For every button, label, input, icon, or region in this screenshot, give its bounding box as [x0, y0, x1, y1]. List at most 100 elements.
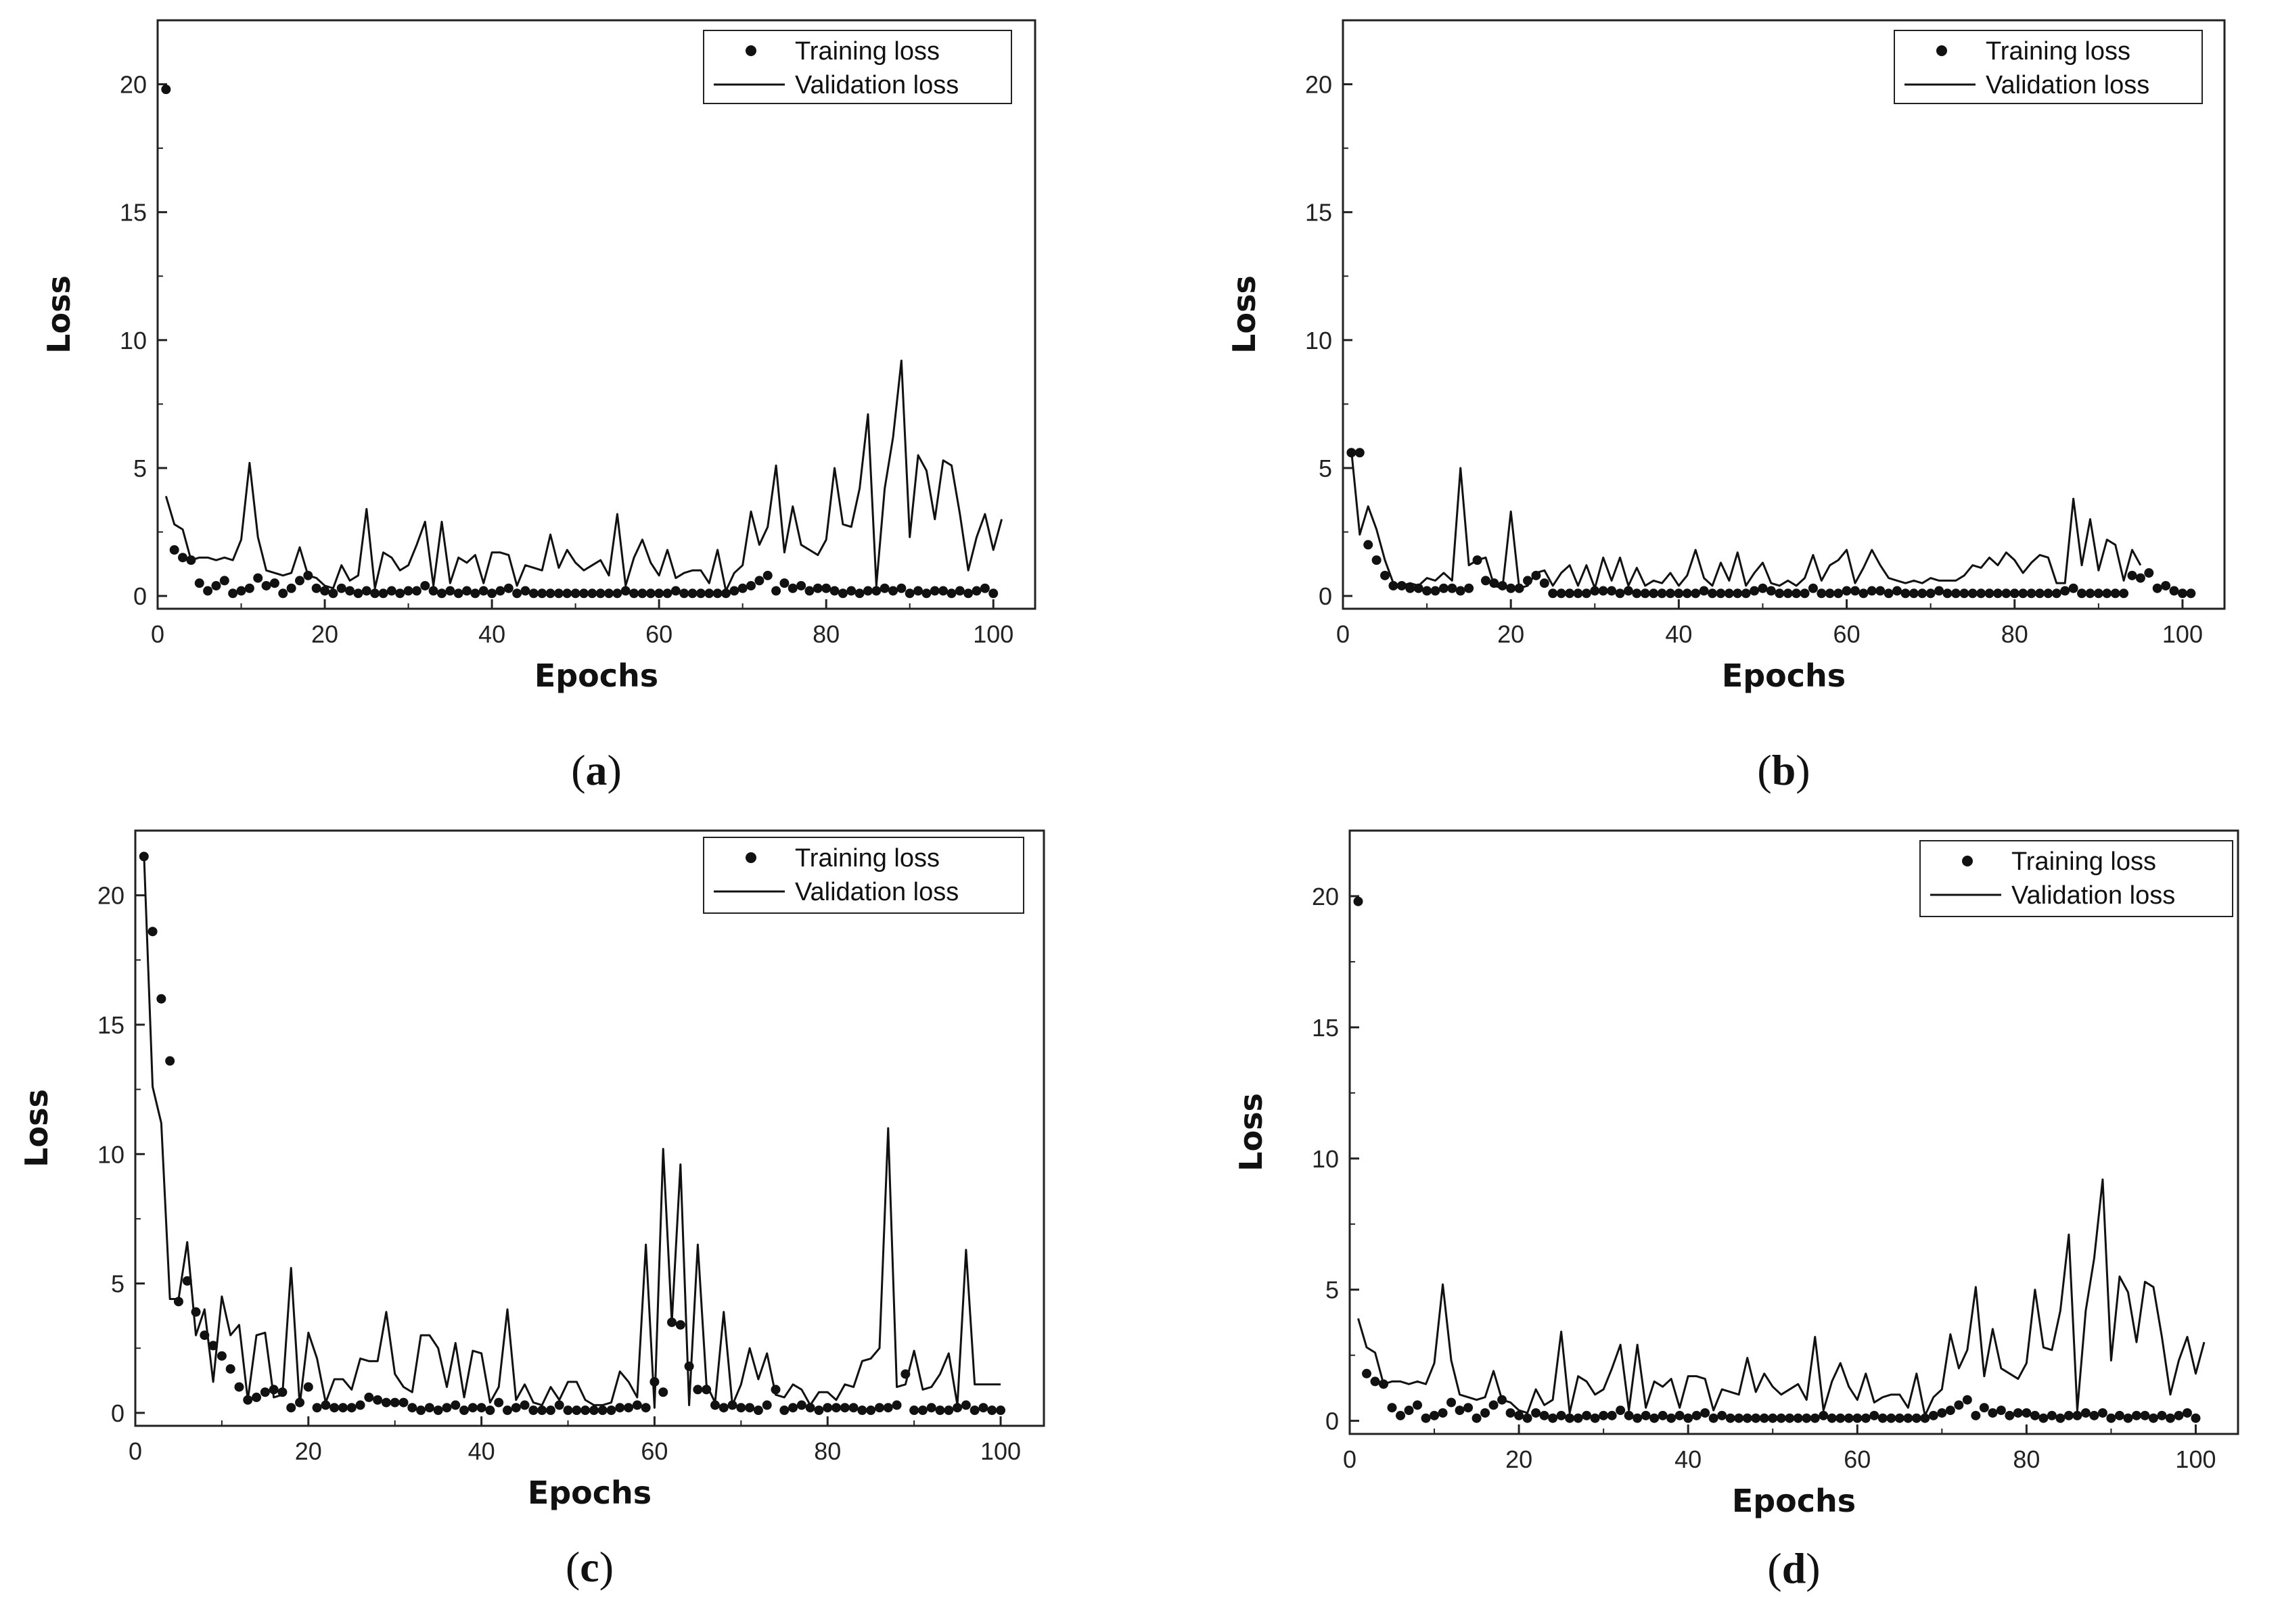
training-loss-point [1776, 1413, 1786, 1423]
training-loss-point [1506, 583, 1516, 593]
training-loss-point [1674, 1410, 1685, 1420]
x-tick-label: 0 [1336, 620, 1350, 648]
training-loss-point [403, 586, 413, 596]
y-tick-label: 5 [1319, 455, 1332, 482]
training-loss-point [495, 586, 505, 596]
training-loss-point [1988, 1408, 1998, 1418]
training-loss-point [1833, 588, 1844, 599]
training-loss-point [228, 588, 238, 599]
training-loss-point [2140, 1410, 2150, 1420]
training-loss-point [580, 1406, 591, 1416]
training-loss-point [378, 588, 388, 599]
training-loss-point [1844, 1413, 1854, 1423]
training-loss-point [654, 588, 664, 599]
training-loss-point [511, 1403, 521, 1413]
training-loss-point [386, 586, 396, 596]
training-loss-point [2018, 588, 2028, 599]
legend: Training loss Validation loss [1894, 30, 2203, 104]
training-loss-point [900, 1369, 911, 1379]
training-loss-point [1616, 1406, 1626, 1416]
training-loss-point [2123, 1413, 2133, 1423]
training-loss-point [553, 588, 564, 599]
training-loss-point [156, 994, 166, 1004]
y-axis-label: Loss [1226, 275, 1262, 354]
training-loss-point [649, 1376, 660, 1387]
training-loss-point [615, 1403, 625, 1413]
training-loss-point [312, 1403, 322, 1413]
training-loss-point [1404, 1406, 1414, 1416]
training-loss-point [416, 1406, 426, 1416]
training-loss-point [712, 588, 723, 599]
training-loss-point [779, 578, 790, 588]
training-loss-point [1708, 1413, 1718, 1423]
training-loss-point [2191, 1413, 2201, 1423]
training-loss-point [1835, 1413, 1846, 1423]
training-loss-point [814, 1406, 824, 1416]
x-tick-label: 40 [478, 620, 505, 648]
training-loss-point [476, 1403, 486, 1413]
training-loss-point [1497, 580, 1507, 590]
training-loss-point [921, 588, 932, 599]
training-loss-point [336, 583, 346, 593]
training-loss-point [1959, 588, 1969, 599]
training-loss-point [2051, 588, 2061, 599]
training-loss-point [2093, 588, 2103, 599]
training-loss-point [2102, 588, 2112, 599]
training-loss-point [687, 588, 698, 599]
training-loss-point [874, 1403, 884, 1413]
training-loss-point [1942, 588, 1953, 599]
training-loss-point [1624, 1410, 1634, 1420]
x-tick-label: 100 [2175, 1445, 2216, 1473]
training-loss-point [1750, 586, 1760, 596]
training-loss-point [1892, 586, 1902, 596]
legend-label-validation: Validation loss [1986, 71, 2149, 99]
training-loss-point [1984, 588, 1994, 599]
training-loss-point [1886, 1413, 1896, 1423]
training-loss-point [745, 1403, 755, 1413]
training-loss-point [1505, 1408, 1515, 1418]
training-loss-point [736, 1403, 746, 1413]
training-loss-point [311, 583, 321, 593]
training-loss-point [502, 1406, 512, 1416]
y-axis-label: Loss [1233, 1093, 1269, 1171]
training-loss-point [1514, 1410, 1524, 1420]
training-loss-point [2013, 1408, 2023, 1418]
training-loss-point [587, 588, 597, 599]
training-loss-point [1522, 1413, 1532, 1423]
training-loss-point [693, 1385, 703, 1395]
x-tick-label: 60 [1833, 620, 1861, 648]
training-loss-point [1396, 580, 1407, 590]
training-loss-point [1937, 1408, 1947, 1418]
training-loss-point [1716, 588, 1726, 599]
x-tick-label: 80 [813, 620, 840, 648]
training-loss-point [1362, 1368, 1372, 1378]
training-loss-point [1463, 1403, 1474, 1413]
training-loss-point [1867, 586, 1877, 596]
training-loss-point [169, 545, 179, 555]
training-loss-point [805, 1403, 815, 1413]
training-loss-point [520, 1400, 530, 1410]
training-loss-point [1413, 1400, 1423, 1410]
y-tick-label: 10 [1312, 1145, 1339, 1173]
training-loss-point [1354, 448, 1365, 458]
training-loss-point [1674, 588, 1684, 599]
training-loss-point [637, 588, 647, 599]
y-axis-label: Loss [18, 1089, 55, 1167]
training-loss-point [871, 586, 882, 596]
training-loss-point [1759, 1413, 1769, 1423]
x-tick-label: 0 [151, 620, 164, 648]
training-loss-point [620, 586, 631, 596]
training-loss-point [355, 1400, 365, 1410]
x-tick-label: 20 [295, 1437, 322, 1465]
training-loss-point [1724, 588, 1734, 599]
training-loss-point [390, 1397, 400, 1408]
legend-dot-marker [1936, 45, 1947, 56]
training-loss-point [595, 588, 606, 599]
training-loss-point [329, 1403, 340, 1413]
y-tick-label: 0 [111, 1399, 124, 1427]
training-loss-point [2055, 1413, 2066, 1423]
training-loss-point [1565, 1413, 1575, 1423]
training-loss-point [980, 583, 990, 593]
training-loss-point [1900, 588, 1911, 599]
training-loss-point [436, 588, 447, 599]
